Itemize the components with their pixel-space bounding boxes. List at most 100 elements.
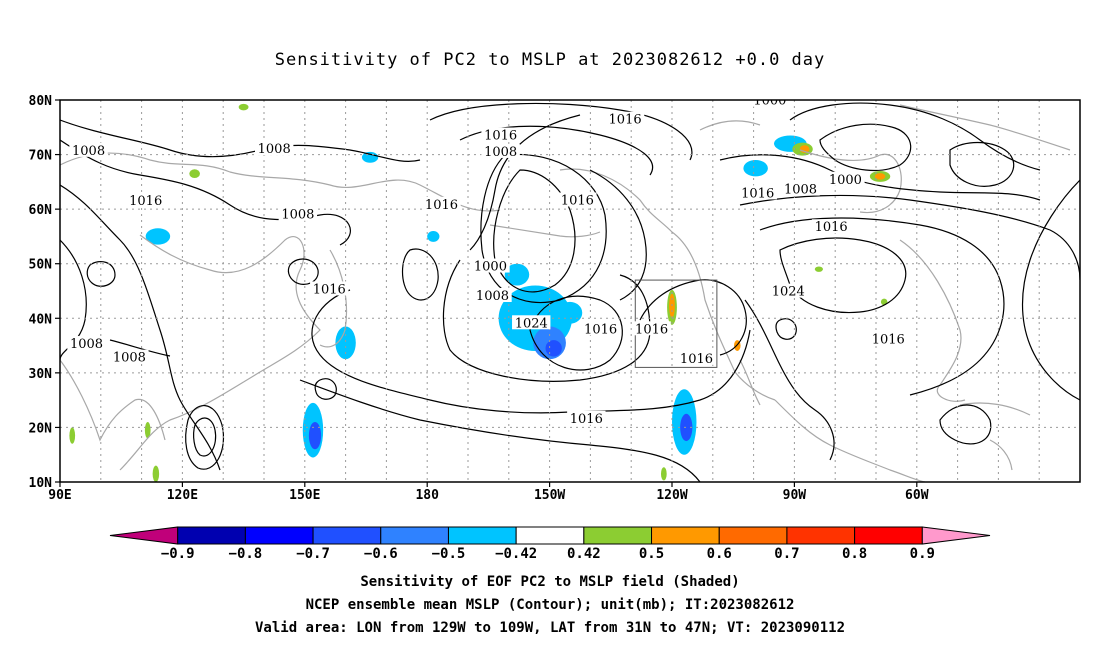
colorbar-segment [786,526,856,545]
contour-label-bg [67,336,106,351]
shaded-region [427,230,440,242]
contour-label: 1016 [484,129,517,144]
colorbar-label: 0.7 [774,546,799,562]
shaded-region [189,169,200,179]
contour-label-bg [632,321,671,336]
contour-line [299,379,701,482]
coastline-japan [319,249,348,348]
longitude-axis: 90E 120E 150E 180 150W 120W 90W 60W [48,482,929,503]
contour-label-bg [826,171,865,186]
contour-line [193,417,217,457]
contour-label-bg [811,219,851,234]
contour-label: 1016 [680,352,713,367]
lon-tick-label: 90W [783,488,807,503]
contour-label-bg [869,331,908,346]
contour-line [185,405,224,470]
contour-label: 1000 [753,94,786,109]
contour-line [401,248,439,301]
sensitivity-shading [69,103,891,482]
contour-label-bg [738,185,777,200]
lat-tick-label: 50N [29,258,53,273]
latitude-axis: 80N 70N 60N 50N 40N 30N 20N 10N [29,94,60,491]
shaded-region [660,467,667,481]
contour-label: 1016 [584,322,617,337]
lat-lon-grid [60,100,1080,482]
contour-label-bg [278,206,318,221]
contour-label-bg [781,181,820,196]
contour-line [639,279,747,356]
contour-line [939,404,992,445]
coastline-east-asia [119,234,321,471]
chart-title: Sensitivity of PC2 to MSLP at 2023082612… [274,50,826,70]
contour-label-bg [481,127,520,142]
contour-line [1021,179,1080,401]
contour-line [86,261,116,287]
contour-line [759,217,1005,396]
shaded-region [335,326,356,360]
colorbar-segment [177,526,246,545]
colorbar-label: −0.7 [296,546,330,562]
colorbar-segment [244,526,314,545]
contour-label: 1008 [70,337,103,352]
contour-label-bg [605,111,645,126]
lat-tick-label: 20N [29,421,53,436]
colorbar-segment [854,526,923,545]
colorbar-label: 0.6 [707,546,732,562]
shaded-region [152,465,160,482]
contour-label: 1024 [515,316,548,331]
lat-tick-label: 10N [29,476,53,491]
colorbar-label: −0.6 [364,546,398,562]
contour-line [719,154,1041,201]
contour-line [60,239,87,361]
coastlines [60,104,1071,482]
lat-tick-label: 80N [29,94,53,109]
contour-label-bg [471,258,510,273]
contour-label-bg [769,283,808,298]
lat-tick-label: 40N [29,312,53,327]
contour-label: 1016 [561,194,594,209]
coastline-us-east [899,239,966,402]
contour-label: 1016 [741,186,774,201]
contour-line [311,289,751,414]
contour-label: 1008 [476,289,509,304]
colorbar-segment [515,526,585,545]
shaded-region [557,301,583,324]
contour-line [60,139,351,246]
contour-line [429,102,693,161]
contour-label-bg [677,350,716,365]
coastline-caribbean [959,402,1031,471]
contour-label-bg [750,100,790,107]
coastline-arctic-canada [699,104,1071,151]
coastline-baja [734,359,776,406]
contour-label: 1016 [815,220,848,235]
colorbar-segment [583,526,653,545]
contour-labels: 1016 1000 1016 1008 1008 1008 1016 1016 1016 1016… [67,94,908,427]
colorbar-label: 0.42 [567,546,601,562]
contour-label: 1008 [258,142,291,157]
shaded-region [145,228,171,245]
contour-label-bg [581,321,620,336]
caption-line-3: Valid area: LON from 129W to 109W, LAT f… [254,620,845,636]
lat-tick-label: 60N [29,203,53,218]
shaded-region [545,340,562,357]
colorbar-segment [312,526,382,545]
coastline-mexico-central-america [774,399,926,482]
shaded-region [680,413,693,442]
lon-tick-label: 120W [656,488,687,503]
contour-line [744,299,835,461]
mslp-contours [60,102,1080,482]
shaded-region [308,421,322,450]
contour-label: 1008 [72,144,105,159]
contour-label: 1024 [772,285,805,300]
coastline-india-se-asia [60,359,166,442]
contour-label-bg [422,196,461,211]
contour-line [442,259,651,382]
contour-line [775,318,797,340]
contour-line [469,114,581,251]
contour-line [789,102,1041,171]
coastline-north-asia [60,152,501,212]
shaded-region [504,263,530,286]
shaded-region [743,160,768,177]
colorbar-label: 0.9 [910,546,935,562]
